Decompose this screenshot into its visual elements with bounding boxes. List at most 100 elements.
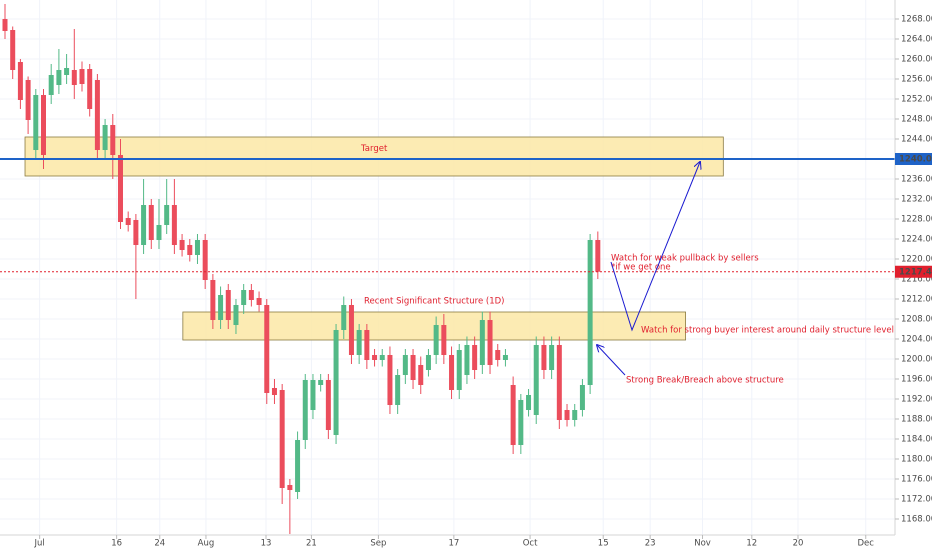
zone-label: Target — [360, 144, 388, 154]
level-label-box — [895, 153, 932, 165]
candle-body — [25, 80, 31, 120]
candle-body — [541, 345, 547, 370]
candle-body — [456, 350, 462, 390]
candle-body — [510, 385, 516, 445]
candle-body — [449, 355, 455, 390]
x-tick-label: Nov — [694, 539, 711, 549]
y-tick-label: 1228.00 — [901, 215, 932, 225]
candle-body — [387, 355, 393, 405]
x-tick-label: 15 — [598, 539, 609, 549]
candle-body — [410, 355, 416, 380]
candle-body — [233, 305, 239, 325]
candle-body — [2, 19, 8, 31]
y-tick-label: 1176.00 — [901, 475, 932, 485]
annotation: *if we get one — [611, 263, 671, 273]
y-tick-label: 1188.00 — [901, 415, 932, 425]
candle-body — [210, 280, 216, 320]
candle-body — [487, 320, 493, 365]
candle-body — [279, 390, 285, 488]
candle-body — [125, 218, 131, 225]
candle-body — [187, 245, 193, 255]
annotation: Watch for strong buyer interest around d… — [641, 326, 894, 336]
y-tick-label: 1248.00 — [901, 115, 932, 125]
candle-body — [295, 440, 301, 492]
x-tick-label: 13 — [261, 539, 272, 549]
candle-body — [164, 205, 170, 225]
candle-body — [79, 69, 85, 84]
candle-body — [287, 485, 293, 490]
candle-body — [318, 380, 324, 385]
x-tick-label: 24 — [154, 539, 165, 549]
candle-body — [356, 330, 362, 355]
candle-body — [133, 220, 139, 245]
candle-body — [94, 80, 100, 150]
x-tick-label: 20 — [793, 539, 804, 549]
candle-body — [264, 305, 270, 393]
y-tick-label: 1192.00 — [901, 395, 932, 405]
candle-body — [433, 325, 439, 355]
candle-body — [572, 410, 578, 420]
candle-body — [556, 345, 562, 420]
candle-body — [102, 125, 108, 150]
x-tick-label: Dec — [858, 539, 875, 549]
candle-body — [40, 95, 46, 155]
y-tick-label: 1220.00 — [901, 255, 932, 265]
candle-body — [564, 410, 570, 420]
y-tick-label: 1196.00 — [901, 375, 932, 385]
candle-body — [502, 355, 508, 360]
candle-body — [156, 225, 162, 240]
x-tick-label: 17 — [448, 539, 459, 549]
x-tick-label: Oct — [523, 539, 538, 549]
y-tick-label: 1208.00 — [901, 315, 932, 325]
candle-body — [425, 355, 431, 370]
y-tick-label: 1184.00 — [901, 435, 932, 445]
candle-body — [202, 240, 208, 280]
y-tick-label: 1252.00 — [901, 95, 932, 105]
candle-body — [464, 345, 470, 375]
y-tick-label: 1256.00 — [901, 75, 932, 85]
candle-body — [325, 380, 331, 430]
candle-body — [495, 350, 501, 360]
candle-body — [549, 345, 555, 370]
y-tick-label: 1236.00 — [901, 175, 932, 185]
candle-body — [271, 388, 277, 395]
candle-body — [379, 355, 385, 360]
y-tick-label: 1224.00 — [901, 235, 932, 245]
level-label: 1217.45 — [899, 267, 932, 277]
y-tick-label: 1260.00 — [901, 55, 932, 65]
candle-body — [87, 69, 93, 109]
level-label-box — [895, 265, 932, 278]
candle-body — [64, 68, 70, 75]
candle-body — [241, 290, 247, 305]
candle-body — [348, 305, 354, 355]
candle-body — [71, 70, 77, 85]
candle-body — [533, 345, 539, 415]
y-tick-label: 1168.00 — [901, 515, 932, 525]
annotation: Strong Break/Breach above structure — [626, 376, 784, 386]
candle-body — [302, 380, 308, 440]
candle-body — [171, 205, 177, 245]
y-tick-label: 1200.00 — [901, 355, 932, 365]
candle-body — [218, 295, 224, 320]
candle-body — [310, 380, 316, 410]
candle-body — [395, 375, 401, 405]
x-tick-label: 21 — [306, 539, 317, 549]
candle-body — [33, 95, 39, 150]
x-tick-label: Sep — [370, 539, 386, 549]
candle-body — [194, 240, 200, 255]
candle-body — [248, 290, 254, 300]
candle-body — [10, 30, 16, 70]
candle-body — [333, 330, 339, 435]
candle-body — [372, 355, 378, 360]
candle-body — [256, 298, 262, 305]
y-tick-label: 1216.00 — [901, 275, 932, 285]
projection-arrow — [610, 162, 700, 332]
y-tick-label: 1180.00 — [901, 455, 932, 465]
candle-body — [472, 345, 478, 370]
candle-body — [518, 400, 524, 445]
candle-body — [418, 365, 424, 385]
candle-body — [110, 125, 116, 155]
x-tick-label: 12 — [746, 539, 757, 549]
candle-body — [479, 320, 485, 365]
